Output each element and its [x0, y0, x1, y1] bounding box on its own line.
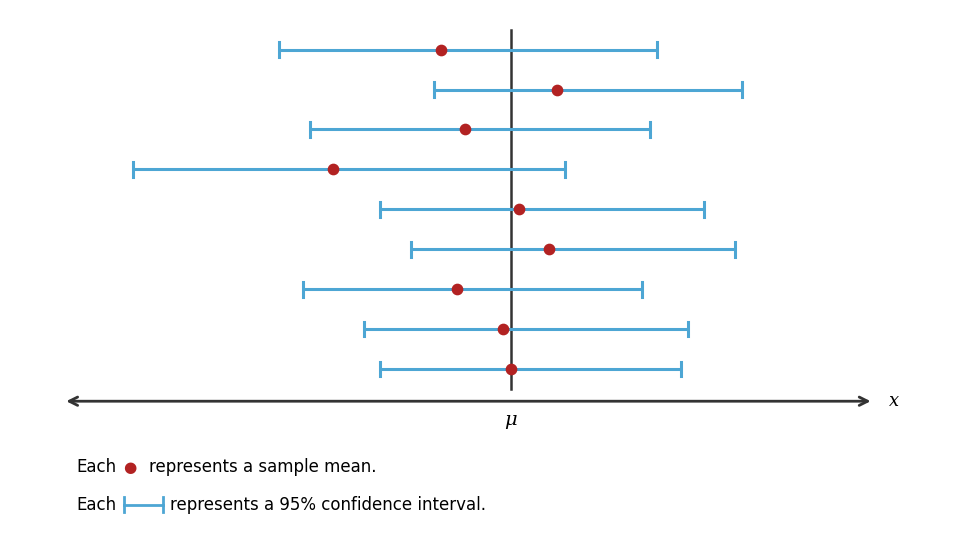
Text: x: x [889, 392, 899, 410]
Text: ●: ● [123, 460, 136, 475]
Point [549, 85, 564, 94]
Text: Each: Each [77, 458, 117, 476]
Text: μ: μ [505, 411, 517, 429]
Point [541, 245, 557, 254]
Text: Each: Each [77, 496, 117, 514]
Text: represents a 95% confidence interval.: represents a 95% confidence interval. [170, 496, 486, 514]
Point [449, 285, 465, 294]
Point [457, 125, 472, 134]
Point [495, 325, 511, 334]
Point [434, 45, 449, 54]
Point [511, 205, 526, 214]
Point [503, 365, 518, 374]
Point [325, 165, 341, 174]
Text: represents a sample mean.: represents a sample mean. [149, 458, 376, 476]
